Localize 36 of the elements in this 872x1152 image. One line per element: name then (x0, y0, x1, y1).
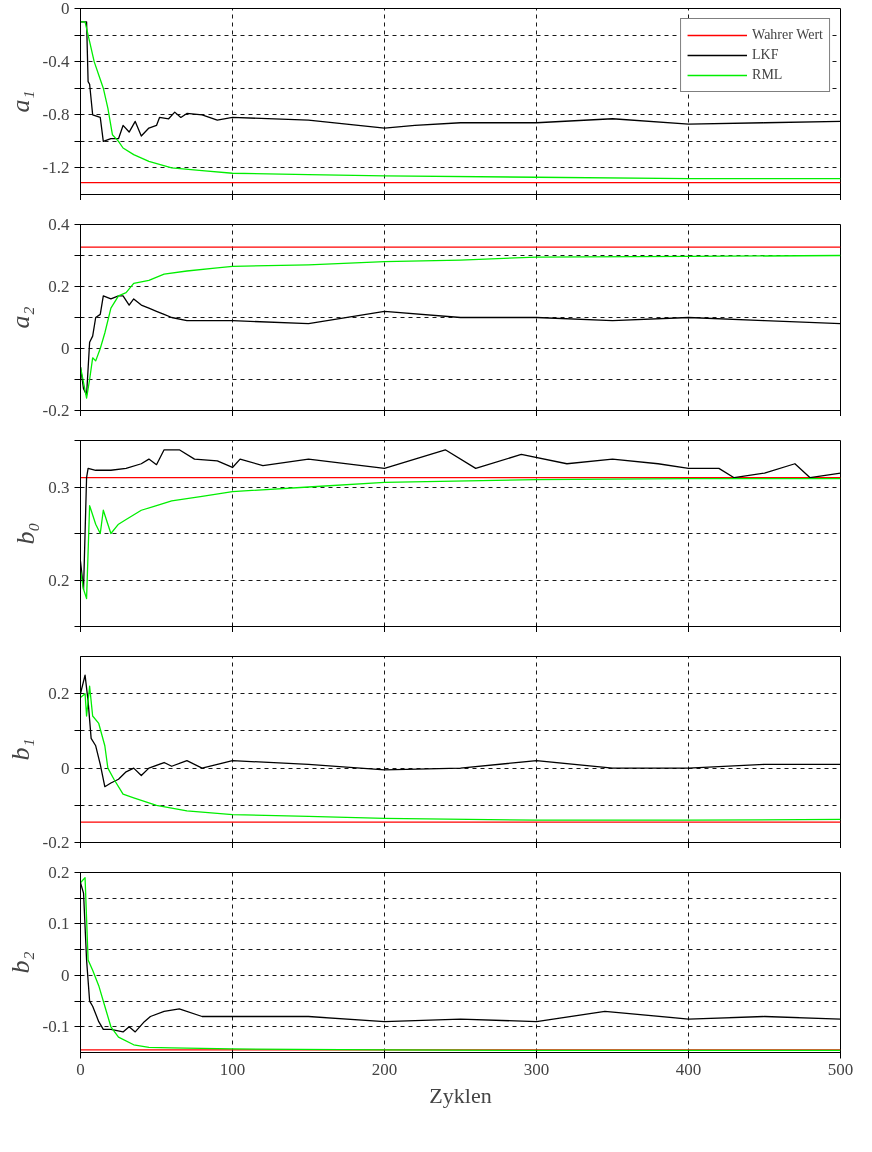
y-tick-label: 0.2 (48, 570, 70, 590)
y-tick-label: 0.1 (48, 914, 70, 934)
legend-label: RML (752, 67, 783, 83)
y-axis-title: a₁ (5, 90, 35, 113)
y-axis-title: b₂ (5, 951, 35, 974)
x-tick-label: 200 (371, 1059, 398, 1079)
y-tick-label: 0.2 (48, 863, 70, 882)
y-axis-title: a₂ (5, 306, 35, 329)
y-tick-label: -0.2 (42, 833, 70, 852)
legend-label: LKF (752, 47, 779, 63)
y-tick-label: 0.2 (48, 684, 70, 704)
y-axis-title: b₀ (11, 522, 41, 545)
y-tick-label: -0.2 (42, 401, 70, 420)
y-tick-label: -0.4 (42, 52, 70, 72)
y-tick-label: 0.2 (48, 277, 70, 296)
x-tick-label: 400 (675, 1059, 702, 1079)
y-tick-label: 0.4 (48, 215, 70, 234)
y-axis-title: b₁ (5, 738, 35, 761)
y-tick-label: 0 (61, 758, 70, 778)
y-tick-label: 0 (61, 0, 70, 18)
line-series (80, 477, 841, 600)
line-series (80, 254, 841, 399)
line-series (80, 685, 841, 821)
legend-label: Wahrer Wert (752, 27, 823, 43)
line-series (80, 21, 841, 180)
x-tick-label: 0 (76, 1059, 85, 1079)
y-tick-label: 0 (61, 965, 70, 985)
y-tick-label: -1.2 (42, 158, 70, 178)
x-tick-label: 500 (827, 1059, 854, 1079)
y-tick-label: -0.8 (42, 105, 70, 125)
y-tick-label: 0.3 (48, 477, 70, 497)
x-tick-label: 300 (523, 1059, 550, 1079)
x-axis-title: Zyklen (429, 1082, 492, 1108)
y-tick-label: -0.1 (42, 1017, 70, 1037)
x-tick-label: 100 (219, 1059, 246, 1079)
y-tick-label: 0 (61, 339, 70, 358)
